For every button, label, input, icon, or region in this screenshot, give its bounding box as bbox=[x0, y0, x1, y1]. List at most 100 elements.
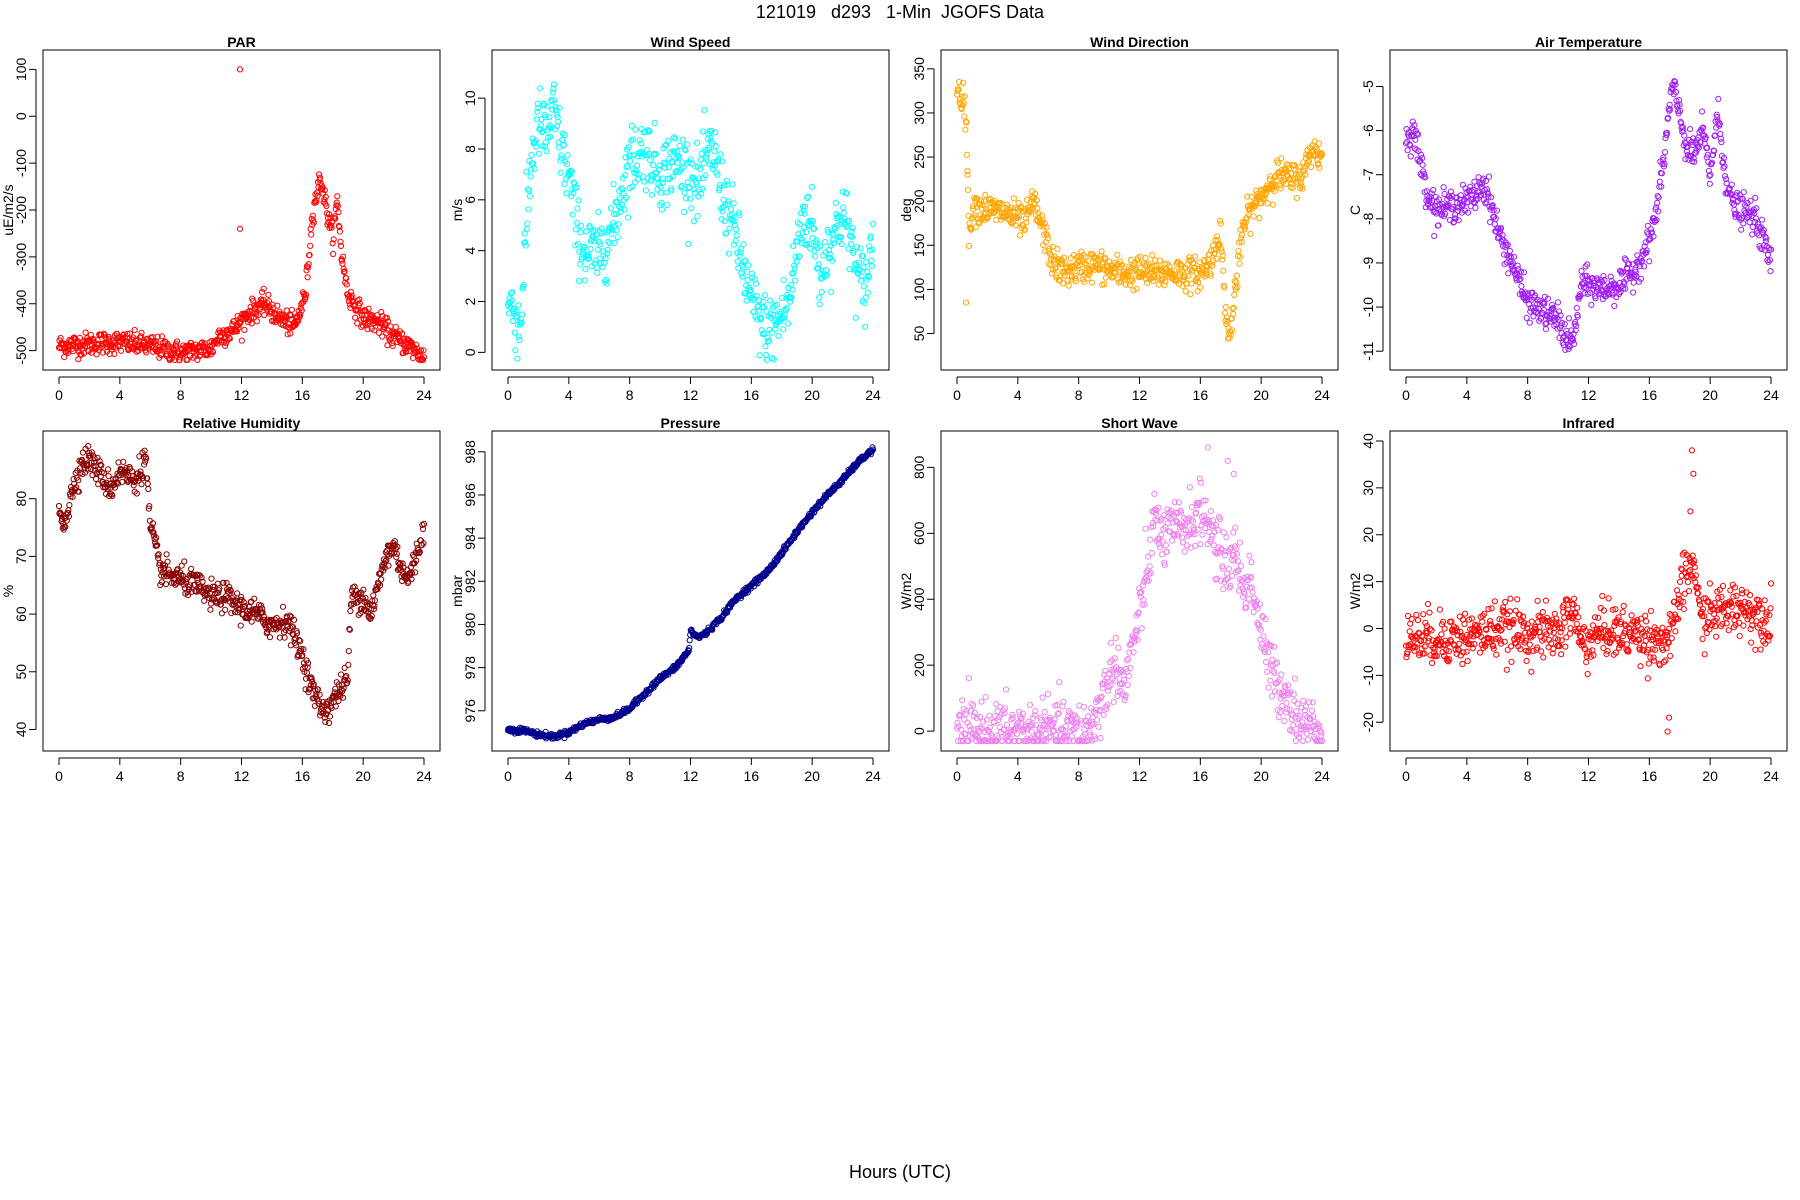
x-tick-label: 12 bbox=[683, 387, 699, 403]
data-point bbox=[1093, 716, 1101, 724]
data-point bbox=[1223, 534, 1230, 541]
data-point bbox=[1084, 275, 1091, 282]
data-point bbox=[868, 257, 875, 264]
data-point bbox=[1097, 734, 1104, 742]
data-point bbox=[563, 190, 570, 197]
data-point bbox=[718, 216, 725, 223]
data-point bbox=[736, 252, 743, 259]
data-point bbox=[1170, 271, 1177, 278]
data-point bbox=[1070, 263, 1077, 270]
data-point bbox=[513, 308, 520, 315]
data-point bbox=[336, 228, 343, 235]
data-point bbox=[780, 276, 787, 283]
data-point bbox=[537, 122, 545, 129]
data-point bbox=[1101, 281, 1108, 288]
data-point bbox=[526, 193, 534, 200]
data-point bbox=[1409, 118, 1416, 125]
data-point bbox=[622, 154, 629, 161]
data-point bbox=[531, 165, 538, 172]
data-point bbox=[1247, 230, 1254, 237]
data-point bbox=[760, 304, 768, 311]
data-point bbox=[961, 93, 968, 100]
data-point bbox=[1644, 222, 1651, 229]
data-point bbox=[1523, 314, 1530, 321]
data-point bbox=[662, 160, 669, 167]
data-point bbox=[858, 272, 865, 279]
data-point bbox=[55, 502, 63, 510]
plot-frame bbox=[1389, 49, 1788, 371]
data-point bbox=[826, 246, 833, 253]
data-point bbox=[712, 143, 719, 150]
data-point bbox=[719, 158, 726, 165]
data-point bbox=[808, 183, 816, 190]
data-point bbox=[822, 267, 830, 274]
data-point bbox=[330, 250, 337, 258]
data-point bbox=[791, 265, 798, 272]
data-point bbox=[524, 186, 531, 193]
data-point bbox=[701, 107, 708, 114]
data-point bbox=[834, 222, 841, 229]
data-point bbox=[364, 326, 371, 333]
data-point bbox=[572, 226, 580, 233]
y-tick-label: -8 bbox=[1360, 212, 1376, 225]
data-point bbox=[118, 347, 125, 354]
data-point bbox=[1266, 176, 1273, 183]
data-point bbox=[678, 182, 686, 190]
data-point bbox=[252, 310, 259, 317]
data-point bbox=[1201, 256, 1208, 264]
data-point bbox=[741, 290, 748, 297]
data-point bbox=[1435, 222, 1442, 229]
data-point bbox=[124, 330, 131, 337]
data-point bbox=[1404, 147, 1411, 154]
y-tick-label: 50 bbox=[911, 326, 927, 342]
data-point bbox=[338, 257, 346, 264]
data-point bbox=[1219, 252, 1226, 259]
data-point bbox=[314, 192, 321, 200]
data-point bbox=[676, 153, 683, 160]
data-point bbox=[1161, 282, 1168, 289]
data-point bbox=[1052, 265, 1059, 272]
y-tick-label: 300 bbox=[911, 101, 927, 125]
data-point bbox=[94, 337, 101, 344]
x-axis: 0 4 8 12 16 20 24 bbox=[953, 757, 1330, 784]
data-point bbox=[237, 622, 244, 629]
data-point bbox=[860, 264, 867, 271]
data-point bbox=[963, 119, 970, 126]
data-point bbox=[780, 326, 787, 333]
data-point bbox=[328, 224, 335, 231]
data-point bbox=[611, 239, 618, 246]
data-point bbox=[593, 264, 600, 272]
data-point bbox=[1250, 213, 1257, 220]
data-point bbox=[995, 717, 1002, 724]
data-point bbox=[801, 210, 808, 217]
data-point bbox=[866, 243, 873, 250]
data-point bbox=[334, 193, 341, 200]
data-point bbox=[656, 162, 663, 169]
data-point bbox=[736, 212, 743, 219]
data-point bbox=[955, 86, 962, 94]
data-point bbox=[711, 148, 718, 155]
data-point bbox=[594, 269, 601, 276]
data-point bbox=[306, 252, 313, 259]
data-point bbox=[716, 184, 723, 191]
data-point bbox=[535, 104, 542, 112]
y-tick-label: 60 bbox=[13, 606, 29, 622]
y-tick-label: 986 bbox=[462, 483, 478, 507]
data-point bbox=[1482, 177, 1490, 185]
data-point bbox=[163, 551, 170, 558]
data-point bbox=[214, 340, 221, 347]
data-points bbox=[953, 78, 1326, 342]
data-point bbox=[853, 244, 860, 251]
data-point bbox=[1297, 179, 1304, 186]
data-point bbox=[624, 162, 631, 169]
data-point bbox=[963, 151, 971, 158]
data-point bbox=[564, 152, 571, 159]
data-point bbox=[1100, 711, 1107, 718]
data-point bbox=[1066, 267, 1073, 274]
data-point bbox=[676, 142, 683, 149]
data-point bbox=[321, 187, 328, 194]
